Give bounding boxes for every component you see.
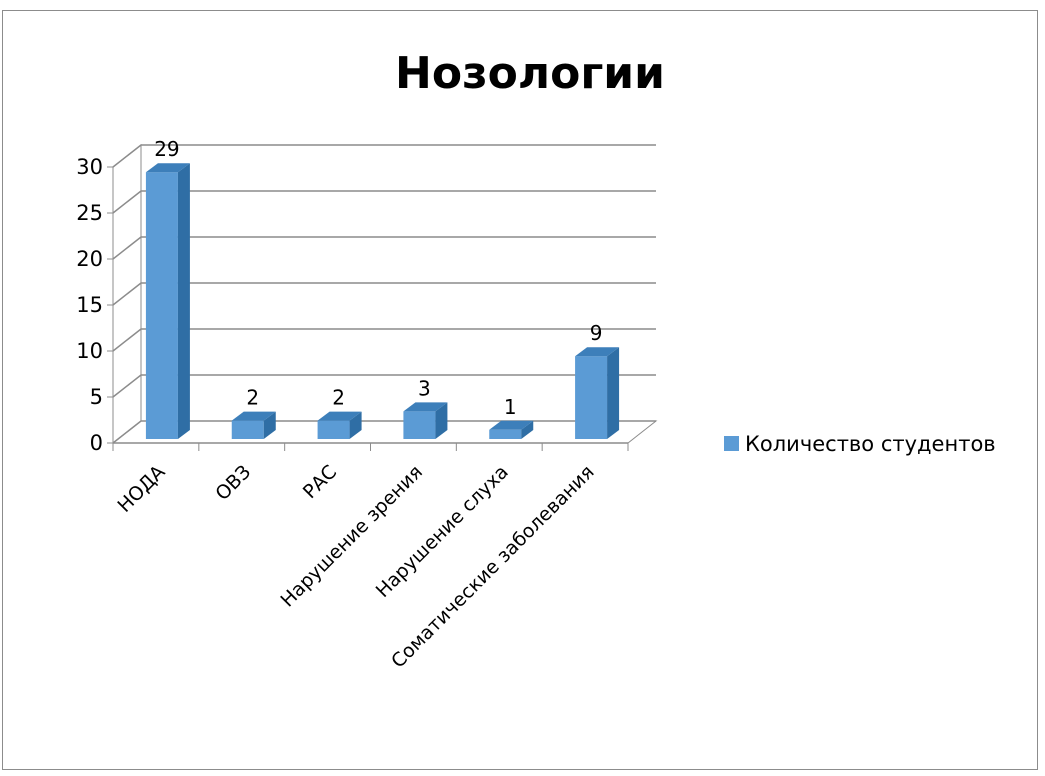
bar-top — [575, 347, 620, 357]
bar-top — [403, 402, 448, 412]
data-label: 1 — [504, 395, 517, 419]
category-label: ОВЗ — [211, 461, 255, 505]
gridline — [112, 190, 656, 214]
legend-label: Количество студентов — [745, 432, 996, 456]
data-labels: 29 2 2 3 1 9 — [154, 137, 602, 419]
gridline — [112, 420, 656, 444]
bar-side — [521, 420, 534, 439]
bar-side — [607, 347, 620, 439]
bar-front — [575, 356, 608, 439]
bar-5 — [575, 347, 620, 439]
bar-side — [349, 411, 362, 439]
gridline — [112, 328, 656, 352]
y-tick-label: 20 — [76, 247, 103, 271]
bars — [145, 163, 620, 439]
bar-top — [489, 420, 534, 430]
bar-2 — [317, 411, 362, 439]
y-tick-label: 5 — [90, 385, 103, 409]
data-label: 3 — [418, 376, 431, 400]
bar-front — [317, 420, 350, 439]
bar-front — [231, 420, 264, 439]
data-label: 2 — [246, 386, 259, 410]
y-tick-label: 10 — [76, 339, 103, 363]
bar-side — [263, 411, 276, 439]
data-label: 2 — [332, 386, 345, 410]
gridline — [112, 144, 656, 168]
bar-front — [489, 429, 522, 439]
legend-swatch — [724, 436, 739, 451]
legend: Количество студентов — [724, 432, 996, 456]
gridline — [112, 374, 656, 398]
category-label: РАС — [299, 461, 341, 503]
y-tick-label: 25 — [76, 201, 103, 225]
data-label: 29 — [154, 137, 179, 161]
category-label: Нарушение зрения — [276, 461, 427, 612]
bar-top — [145, 163, 190, 173]
bar-side — [435, 402, 448, 439]
y-axis-ticks: 0 5 10 15 20 25 30 — [76, 155, 114, 455]
y-tick-label: 0 — [90, 431, 103, 455]
y-tick-label: 15 — [76, 293, 103, 317]
bar-1 — [231, 411, 276, 439]
gridline — [112, 282, 656, 306]
chart-title: Нозологии — [395, 48, 665, 99]
bar-side — [177, 163, 190, 439]
bar-top — [231, 411, 276, 421]
gridline — [112, 236, 656, 260]
bar-3 — [403, 402, 448, 439]
category-label: НОДА — [114, 461, 170, 517]
bar-top — [317, 411, 362, 421]
bar-front — [145, 172, 178, 439]
x-axis — [112, 442, 629, 451]
y-tick-label: 30 — [76, 155, 103, 179]
bar-front — [403, 411, 436, 439]
plot-walls — [111, 143, 658, 445]
floor — [111, 420, 658, 444]
bar-4 — [489, 420, 534, 439]
gridlines — [112, 144, 656, 444]
bar-0 — [145, 163, 190, 439]
data-label: 9 — [590, 321, 603, 345]
